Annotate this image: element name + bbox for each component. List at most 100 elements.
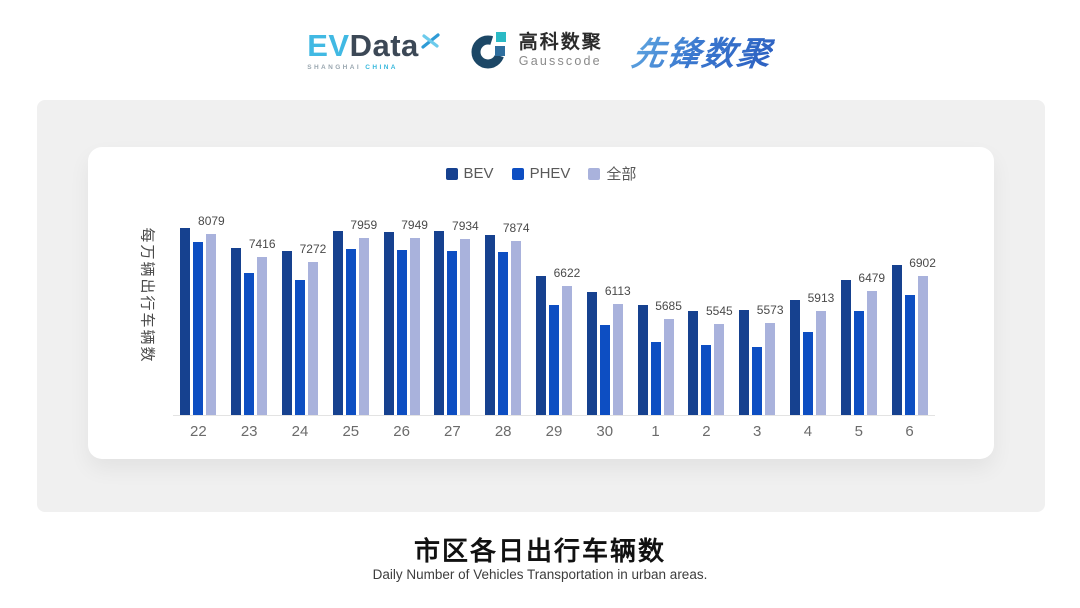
- x-tick-label-28: 28: [494, 423, 512, 440]
- evdata-tagline: SHANGHAI CHINA: [307, 65, 441, 72]
- x-tick-label-27: 27: [444, 423, 461, 440]
- bar-cluster: 7934: [434, 215, 479, 415]
- bar-all-6: [917, 275, 928, 415]
- bar-phev-2: [701, 345, 712, 415]
- bar-value-label-28: 7874: [502, 220, 530, 235]
- bar-cluster: 5913: [789, 215, 834, 415]
- bar-value-label-25: 7959: [350, 217, 378, 232]
- page-title: 市区各日出行车辆数: [413, 536, 666, 566]
- bar-all-28: [511, 240, 522, 415]
- y-axis-title-text: 每万辆出行车辆数: [138, 226, 156, 364]
- bar-group-24: 7272: [281, 215, 326, 415]
- x-tick-label-4: 4: [803, 423, 813, 440]
- bar-cluster: 6902: [891, 215, 936, 415]
- bar-group-28: 7874: [485, 215, 530, 415]
- bar-all-4: [815, 310, 826, 415]
- bar-bev-30: [586, 292, 597, 415]
- legend-swatch-bev: [445, 167, 458, 180]
- legend-label-bev: BEV: [463, 165, 494, 182]
- legend-swatch-phev: [511, 167, 524, 180]
- bar-phev-1: [650, 341, 661, 415]
- legend-swatch-all: [588, 167, 601, 180]
- bar-cluster: 6113: [586, 215, 631, 415]
- evdata-ev-text: EV: [307, 28, 350, 64]
- bar-bev-26: [383, 232, 394, 415]
- x-tick-label-25: 25: [342, 423, 360, 440]
- bar-value-label-24: 7272: [299, 242, 327, 257]
- bar-cluster: 5685: [637, 215, 682, 415]
- x-tick-label-26: 26: [393, 423, 410, 440]
- bar-phev-26: [396, 250, 407, 415]
- bar-value-label-26: 7949: [401, 218, 428, 233]
- bar-all-25: [358, 237, 369, 415]
- chart-panel: BEV PHEV 全部 每万辆出行车辆数 8079 7416 7272 7959 7949 7…: [37, 100, 1045, 512]
- legend-item-bev[interactable]: BEV: [445, 165, 494, 182]
- evdata-logo: EV Data SHANGHAI CHINA: [307, 30, 441, 72]
- bar-cluster: 7416: [231, 215, 276, 415]
- gausscode-name-en: Gausscode: [518, 54, 602, 69]
- bar-group-4: 5913: [789, 215, 834, 415]
- bar-phev-5: [853, 310, 864, 415]
- bar-value-label-2: 5545: [706, 304, 733, 319]
- bar-group-23: 7416: [231, 215, 276, 415]
- bar-cluster: 8079: [180, 214, 225, 415]
- x-tick-label-22: 22: [190, 423, 207, 440]
- bar-bev-22: [180, 228, 191, 415]
- x-tick-label-24: 24: [291, 423, 309, 440]
- bar-value-label-22: 8079: [198, 213, 225, 228]
- bar-phev-22: [193, 241, 204, 415]
- bar-group-25: 7959: [332, 215, 377, 415]
- bar-group-27: 7934: [434, 215, 479, 415]
- x-tick-label-23: 23: [240, 423, 258, 440]
- x-tick-label-1: 1: [651, 423, 660, 440]
- bar-group-5: 6479: [840, 215, 885, 415]
- evdata-tagline-shanghai: SHANGHAI: [307, 64, 362, 72]
- bar-bev-27: [434, 231, 445, 415]
- bar-bev-3: [739, 310, 750, 415]
- bar-phev-23: [244, 273, 255, 415]
- bar-bev-6: [891, 264, 902, 415]
- bar-bev-2: [688, 311, 699, 415]
- x-tick-label-29: 29: [545, 423, 563, 440]
- bar-group-30: 6113: [586, 215, 631, 415]
- bar-value-label-30: 6113: [604, 283, 631, 298]
- gausscode-logo: 高科数聚 Gausscode: [471, 26, 603, 75]
- evdata-wordmark: EV Data: [307, 30, 441, 61]
- chart-legend: BEV PHEV 全部: [88, 163, 994, 184]
- bar-group-6: 6902: [891, 215, 936, 415]
- bar-phev-27: [447, 250, 458, 415]
- evdata-x-icon: [421, 24, 441, 55]
- bar-cluster: 7959: [332, 215, 377, 415]
- bar-phev-3: [752, 346, 763, 415]
- bar-cluster: 7874: [485, 215, 530, 415]
- bar-bev-23: [231, 248, 242, 415]
- bar-group-3: 5573: [739, 215, 784, 415]
- legend-item-phev[interactable]: PHEV: [511, 165, 571, 182]
- bar-bev-1: [637, 305, 648, 415]
- legend-label-phev: PHEV: [529, 165, 571, 182]
- bar-value-label-5: 6479: [858, 270, 886, 285]
- bar-phev-28: [498, 252, 509, 415]
- bar-value-label-29: 6622: [553, 265, 581, 280]
- bar-phev-4: [802, 331, 813, 415]
- chart-card: BEV PHEV 全部 每万辆出行车辆数 8079 7416 7272 7959 7949 7…: [88, 147, 994, 459]
- bar-bev-5: [840, 279, 851, 415]
- bar-all-30: [612, 303, 623, 415]
- header-logo-row: EV Data SHANGHAI CHINA 高科数聚 Gausscod: [0, 20, 1080, 82]
- bar-group-29: 6622: [535, 215, 580, 415]
- bar-value-label-4: 5913: [807, 290, 835, 305]
- pioneer-logo: 先锋数聚: [629, 27, 777, 75]
- bar-cluster: 6622: [535, 215, 580, 415]
- bar-group-1: 5685: [637, 215, 682, 415]
- bar-all-3: [765, 323, 776, 415]
- bar-all-29: [561, 285, 572, 415]
- bar-all-2: [714, 324, 725, 415]
- bar-value-label-6: 6902: [909, 255, 936, 270]
- page-subtitle: Daily Number of Vehicles Transportation …: [372, 567, 708, 582]
- evdata-data-text: Data: [349, 28, 419, 64]
- bar-value-label-3: 5573: [756, 303, 784, 318]
- bar-bev-29: [535, 275, 546, 415]
- bar-cluster: 5573: [739, 215, 784, 415]
- bar-cluster: 6479: [840, 215, 885, 415]
- legend-item-all[interactable]: 全部: [588, 163, 636, 184]
